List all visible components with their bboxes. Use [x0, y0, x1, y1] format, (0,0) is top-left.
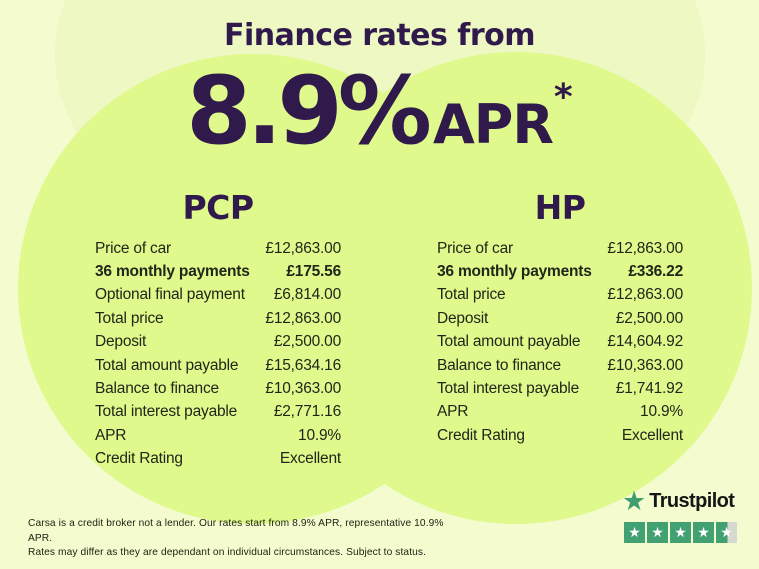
row-value: £2,500.00: [615, 309, 683, 327]
row-label: Credit Rating: [95, 450, 183, 468]
table-row: Total amount payable £15,634.16: [95, 354, 341, 377]
table-row: APR 10.9%: [95, 424, 341, 447]
row-value: £6,814.00: [273, 286, 341, 304]
row-value: £10,363.00: [607, 356, 683, 374]
row-label: Balance to finance: [437, 356, 561, 374]
row-label: Deposit: [95, 333, 147, 351]
trustpilot-logo: ★ Trustpilot: [622, 486, 737, 516]
table-row: Deposit £2,500.00: [95, 331, 341, 354]
table-row: Price of car £12,863.00: [437, 237, 683, 260]
star-box-full: ★: [647, 522, 668, 543]
row-label: Balance to finance: [95, 380, 219, 398]
row-value: £12,863.00: [265, 239, 341, 257]
row-label: Total price: [95, 309, 164, 327]
row-value: £2,500.00: [273, 333, 341, 351]
row-value: Excellent: [621, 426, 683, 444]
star-box-half: ★: [716, 522, 737, 543]
row-label: Price of car: [437, 239, 513, 257]
table-row: 36 monthly payments £336.22: [437, 260, 683, 283]
hp-circle: [280, 52, 752, 524]
trustpilot-badge: ★ Trustpilot ★ ★ ★ ★ ★: [622, 488, 737, 543]
disclaimer-line-1: Carsa is a credit broker not a lender. O…: [28, 518, 444, 544]
row-label: Optional final payment: [95, 286, 245, 304]
row-value: £12,863.00: [607, 239, 683, 257]
rate-value: 8.9%: [186, 57, 432, 166]
row-label: 36 monthly payments: [95, 263, 250, 281]
row-label: APR: [437, 403, 469, 421]
rate-unit: APR: [432, 93, 554, 156]
trustpilot-rating-stars: ★ ★ ★ ★ ★: [624, 522, 737, 543]
star-icon: ★: [720, 524, 733, 540]
row-value: £15,634.16: [265, 356, 341, 374]
star-box-full: ★: [624, 522, 645, 543]
row-value: 10.9%: [298, 426, 341, 444]
table-row: Credit Rating Excellent: [95, 448, 341, 471]
table-row: Balance to finance £10,363.00: [437, 354, 683, 377]
table-row: Optional final payment £6,814.00: [95, 284, 341, 307]
table-row: Balance to finance £10,363.00: [95, 377, 341, 400]
table-row: Total interest payable £1,741.92: [437, 377, 683, 400]
row-value: Excellent: [279, 450, 341, 468]
row-label: Price of car: [95, 239, 171, 257]
disclaimer-line-2: Rates may differ as they are dependant o…: [28, 547, 427, 558]
table-row: Deposit £2,500.00: [437, 307, 683, 330]
disclaimer-text: Carsa is a credit broker not a lender. O…: [28, 517, 448, 561]
star-icon: ★: [628, 524, 641, 540]
row-value: 10.9%: [640, 403, 683, 421]
star-icon: ★: [651, 524, 664, 540]
table-row: Total price £12,863.00: [437, 284, 683, 307]
row-value: £1,741.92: [615, 380, 683, 398]
row-label: 36 monthly payments: [437, 263, 592, 281]
trustpilot-star-icon: ★: [622, 486, 647, 516]
table-row: Total price £12,863.00: [95, 307, 341, 330]
headline-rate: 8.9% APR*: [0, 46, 759, 164]
star-box-full: ★: [693, 522, 714, 543]
table-row: Total amount payable £14,604.92: [437, 331, 683, 354]
row-value: £12,863.00: [607, 286, 683, 304]
row-label: Total interest payable: [95, 403, 238, 421]
table-row: APR 10.9%: [437, 401, 683, 424]
row-label: Credit Rating: [437, 426, 525, 444]
table-row: Credit Rating Excellent: [437, 424, 683, 447]
row-value: £12,863.00: [265, 309, 341, 327]
row-value: £336.22: [628, 263, 683, 281]
row-label: Total price: [437, 286, 506, 304]
hp-table: Price of car £12,863.00 36 monthly payme…: [437, 237, 683, 448]
hp-heading: HP: [534, 188, 586, 227]
pcp-table: Price of car £12,863.00 36 monthly payme…: [95, 237, 341, 471]
star-box-full: ★: [670, 522, 691, 543]
row-label: Total amount payable: [437, 333, 581, 351]
row-value: £14,604.92: [607, 333, 683, 351]
row-label: Total amount payable: [95, 356, 239, 374]
star-icon: ★: [674, 524, 687, 540]
page-title: Finance rates from: [223, 18, 536, 53]
trustpilot-brand-name: Trustpilot: [649, 489, 735, 512]
star-icon: ★: [697, 524, 710, 540]
row-value: £10,363.00: [265, 380, 341, 398]
row-value: £2,771.16: [273, 403, 341, 421]
row-value: £175.56: [286, 263, 341, 281]
table-row: 36 monthly payments £175.56: [95, 260, 341, 283]
table-row: Total interest payable £2,771.16: [95, 401, 341, 424]
footnote-asterisk: *: [553, 77, 573, 118]
row-label: Deposit: [437, 309, 489, 327]
table-row: Price of car £12,863.00: [95, 237, 341, 260]
row-label: APR: [95, 426, 127, 444]
row-label: Total interest payable: [437, 380, 580, 398]
pcp-heading: PCP: [182, 188, 254, 227]
